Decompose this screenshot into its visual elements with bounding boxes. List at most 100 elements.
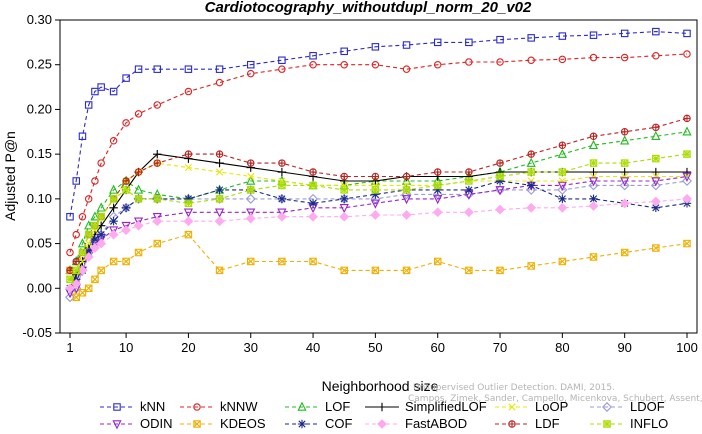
- data-point: [246, 208, 256, 218]
- data-point: [277, 167, 287, 177]
- data-point: [278, 65, 286, 73]
- data-point: [340, 172, 348, 181]
- x-tick-label: 1: [66, 340, 73, 355]
- legend-label: KDEOS: [220, 416, 266, 431]
- data-point: [109, 257, 118, 266]
- data-point: [371, 190, 380, 199]
- data-point: [246, 186, 255, 194]
- legend-marker: [112, 420, 122, 430]
- data-point: [108, 229, 119, 240]
- data-point: [340, 186, 348, 194]
- data-point: [122, 186, 130, 194]
- data-point: [432, 207, 443, 218]
- data-point: [184, 163, 193, 172]
- data-point: [401, 195, 412, 205]
- data-point: [121, 221, 131, 232]
- data-point: [122, 257, 130, 266]
- data-point: [97, 83, 105, 91]
- data-point: [96, 230, 106, 239]
- data-point: [340, 47, 348, 56]
- y-tick-label: 0.15: [27, 146, 52, 161]
- data-point: [589, 31, 598, 39]
- data-point: [84, 284, 93, 293]
- data-point: [215, 168, 224, 176]
- data-point: [527, 150, 535, 158]
- data-point: [152, 216, 163, 227]
- legend-marker: [377, 419, 387, 429]
- data-point: [558, 177, 566, 185]
- data-point: [588, 177, 599, 187]
- data-point: [153, 195, 162, 203]
- data-point: [245, 193, 256, 204]
- data-point: [651, 130, 661, 141]
- data-point: [184, 65, 193, 73]
- data-point: [619, 198, 630, 209]
- data-point: [245, 213, 256, 224]
- data-point: [620, 128, 629, 136]
- data-point: [401, 210, 412, 220]
- data-point: [109, 87, 118, 96]
- chart-title: Cardiotocography_withoutdupl_norm_20_v02: [205, 0, 532, 16]
- series-kdeos: [66, 230, 691, 301]
- data-point: [558, 257, 567, 266]
- data-point: [652, 172, 660, 181]
- data-point: [651, 177, 661, 187]
- data-point: [65, 283, 75, 294]
- data-point: [558, 55, 567, 64]
- data-point: [557, 181, 567, 191]
- watermark-line-1: Unsupervised Outlier Detection. DAMI, 20…: [413, 383, 615, 393]
- data-point: [184, 150, 193, 158]
- data-point: [214, 216, 225, 227]
- data-point: [277, 208, 287, 218]
- axes: 1 10 20 30 40 50 60 70 80 90 100 -0.05 0.00 0.05 0.10 0…: [22, 12, 697, 355]
- data-point: [526, 181, 536, 190]
- data-point: [215, 65, 224, 73]
- data-point: [433, 38, 442, 47]
- data-point: [309, 257, 317, 266]
- data-point: [496, 159, 504, 167]
- legend-item-ldf: LDF: [495, 416, 560, 431]
- data-point: [557, 202, 568, 213]
- data-point: [133, 217, 144, 227]
- series-fastabod: [65, 193, 692, 294]
- data-point: [277, 194, 287, 204]
- data-point: [433, 185, 442, 195]
- legend-marker: [377, 402, 387, 412]
- data-point: [215, 185, 224, 195]
- legend-marker: [297, 419, 307, 429]
- data-point: [215, 266, 224, 275]
- data-point: [496, 58, 504, 66]
- legend-marker: [113, 403, 121, 411]
- legend-marker: [193, 420, 201, 428]
- legend-item-ldof: LDOF: [590, 399, 665, 414]
- data-point: [652, 123, 660, 132]
- data-point: [652, 244, 660, 252]
- data-point: [66, 248, 74, 257]
- data-point: [495, 204, 505, 215]
- y-tick-label: 0.20: [27, 101, 52, 116]
- legend-item-knnw: kNNW: [180, 399, 258, 414]
- data-point: [463, 207, 474, 218]
- data-point: [620, 248, 629, 257]
- data-point: [109, 226, 119, 236]
- legend-label: INFLO: [630, 416, 668, 431]
- legend-item-knn: kNN: [100, 399, 165, 414]
- legend-item-loop: LoOP: [495, 399, 568, 414]
- data-point: [527, 56, 535, 64]
- data-point: [278, 181, 286, 190]
- data-point: [619, 180, 630, 191]
- legend-label: COF: [325, 416, 353, 431]
- legend-item-kdeos: KDEOS: [180, 416, 266, 431]
- x-tick-label: 30: [244, 340, 258, 355]
- data-point: [72, 266, 80, 275]
- data-point: [465, 177, 473, 185]
- data-point: [183, 216, 194, 227]
- legend-item-cof: COF: [285, 416, 353, 431]
- data-point: [402, 186, 411, 194]
- data-point: [90, 234, 100, 244]
- data-point: [78, 289, 87, 297]
- data-point: [78, 248, 87, 257]
- data-point: [682, 175, 692, 186]
- data-point: [278, 159, 286, 167]
